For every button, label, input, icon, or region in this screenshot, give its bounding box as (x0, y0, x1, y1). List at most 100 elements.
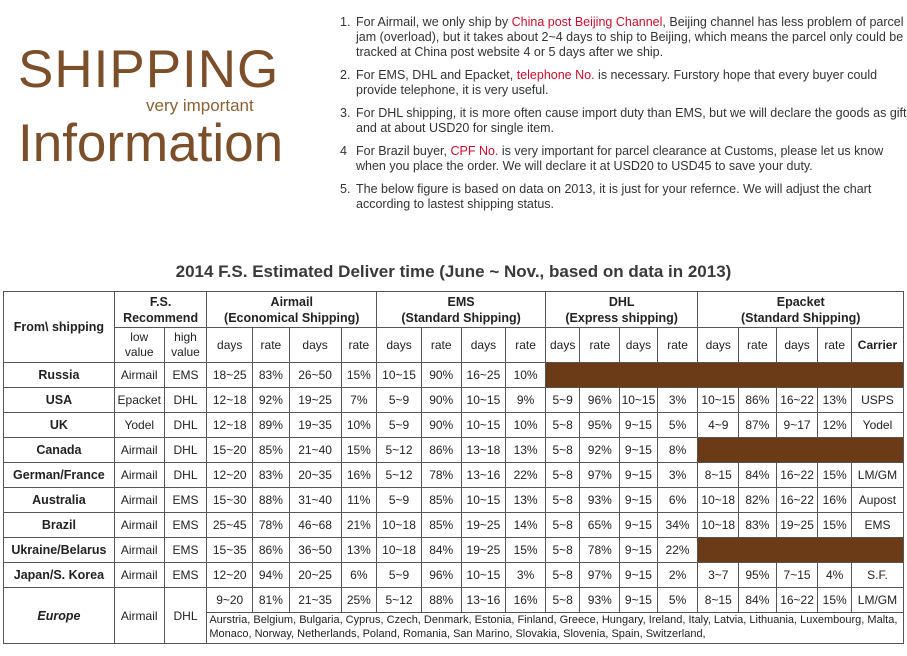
dhl-cell: 78% (579, 537, 621, 563)
country-cell: UK (3, 412, 115, 438)
epacket-cell: USPS (850, 387, 905, 413)
dhl-cell: 3% (656, 462, 699, 488)
ems-cell: 88% (420, 587, 462, 613)
dhl-cell: 97% (579, 562, 621, 588)
airmail-cell: 7% (340, 387, 378, 413)
delivery-time-table: From\ shipping F.S. Recommend Airmail (Eco… (3, 291, 905, 644)
ems-cell: 90% (420, 362, 462, 388)
airmail-cell: 88% (252, 487, 290, 513)
ems-cell: 14% (505, 512, 546, 538)
dhl-cell: 9~15 (619, 587, 658, 613)
epacket-cell: 3~7 (697, 562, 740, 588)
epacket-cell: 4~9 (697, 412, 740, 438)
dhl-cell: 10~15 (619, 387, 658, 413)
epacket-cell: 15% (817, 462, 852, 488)
header-low-value: low value (113, 327, 165, 363)
table-row: Japan/S. Korea Airmail EMS 12~20 94% 20~25 6% 5… (3, 562, 905, 588)
airmail-cell: 21% (340, 512, 378, 538)
ems-cell: 16% (505, 587, 546, 613)
table-row: UK Yodel DHL 12~18 89% 19~35 10% 5~9 90% 10~15 10%… (3, 412, 905, 438)
dhl-cell: 22% (656, 537, 699, 563)
airmail-cell: 15% (340, 362, 378, 388)
header-epacket-days: days (697, 327, 740, 363)
ems-cell: 96% (420, 562, 462, 588)
dhl-cell: 96% (579, 387, 621, 413)
ems-cell: 84% (420, 537, 462, 563)
country-cell: Europe (3, 587, 115, 644)
ems-cell: 5~9 (376, 487, 422, 513)
epacket-cell: 10~18 (697, 512, 740, 538)
epacket-cell: 10~15 (697, 387, 740, 413)
epacket-cell: 4% (817, 562, 852, 588)
header-epacket-rate: rate (738, 327, 777, 363)
table-row: Ukraine/Belarus Airmail EMS 15~35 86% 36~50 13… (3, 537, 904, 563)
dhl-cell: 5~8 (544, 562, 581, 588)
ems-cell: 85% (420, 512, 462, 538)
dhl-cell: 5~8 (544, 487, 581, 513)
header-ems-rate: rate (505, 327, 546, 363)
country-cell: Russia (3, 362, 115, 388)
low-value-cell: Airmail (113, 587, 165, 644)
dhl-cell: 95% (579, 412, 621, 438)
country-cell: Canada (3, 437, 115, 463)
ems-cell: 5~9 (376, 562, 422, 588)
header-dhl-rate: rate (579, 327, 621, 363)
dhl-cell: 5~8 (544, 587, 581, 613)
unavailable-block (697, 437, 904, 463)
country-cell: USA (3, 387, 115, 413)
low-value-cell: Airmail (113, 562, 165, 588)
ems-cell: 78% (420, 462, 462, 488)
airmail-cell: 46~68 (288, 512, 342, 538)
epacket-cell: 95% (738, 562, 777, 588)
airmail-cell: 12~18 (206, 412, 254, 438)
low-value-cell: Airmail (113, 537, 165, 563)
country-cell: Japan/S. Korea (3, 562, 115, 588)
low-value-cell: Airmail (113, 512, 165, 538)
table-row: Brazil Airmail EMS 25~45 78% 46~68 21% 10~18 85%… (3, 512, 905, 538)
header-epacket-rate: rate (817, 327, 852, 363)
europe-countries-list: Aurstria, Belgium, Bulgaria, Cyprus, Cze… (206, 612, 904, 644)
airmail-cell: 19~25 (288, 387, 342, 413)
shipping-note: 3. For DHL shipping, it is more often cau… (340, 106, 907, 135)
high-value-cell: DHL (163, 462, 208, 488)
airmail-cell: 15~20 (206, 437, 254, 463)
shipping-info-heading: SHIPPING very important Information (18, 40, 318, 174)
airmail-cell: 89% (252, 412, 290, 438)
epacket-cell: 7~15 (775, 562, 819, 588)
ems-cell: 90% (420, 387, 462, 413)
unavailable-block (544, 362, 905, 388)
epacket-cell: 16~22 (775, 462, 819, 488)
airmail-cell: 12~20 (206, 462, 254, 488)
header-airmail-days: days (288, 327, 342, 363)
dhl-cell: 34% (656, 512, 699, 538)
epacket-cell: S.F. (850, 562, 905, 588)
header-epacket-days: days (775, 327, 819, 363)
header-airmail-days: days (206, 327, 254, 363)
dhl-cell: 9~15 (619, 412, 658, 438)
airmail-cell: 92% (252, 387, 290, 413)
country-cell: Brazil (3, 512, 115, 538)
country-cell: Australia (3, 487, 115, 513)
ems-cell: 3% (505, 562, 546, 588)
airmail-cell: 78% (252, 512, 290, 538)
epacket-cell: 10~18 (697, 487, 740, 513)
ems-cell: 15% (505, 537, 546, 563)
ems-cell: 22% (505, 462, 546, 488)
ems-cell: 10~15 (460, 487, 507, 513)
ems-cell: 5~12 (376, 587, 422, 613)
airmail-cell: 15% (340, 437, 378, 463)
shipping-note: 4 For Brazil buyer, CPF No. is very impor… (340, 144, 884, 173)
epacket-cell: 16% (817, 487, 852, 513)
airmail-cell: 10% (340, 412, 378, 438)
epacket-cell: 13% (817, 387, 852, 413)
epacket-cell: 8~15 (697, 462, 740, 488)
ems-cell: 10~15 (460, 562, 507, 588)
dhl-cell: 5% (656, 412, 699, 438)
airmail-cell: 20~35 (288, 462, 342, 488)
epacket-cell: 19~25 (775, 512, 819, 538)
dhl-cell: 3% (656, 387, 699, 413)
header-dhl-days: days (619, 327, 658, 363)
heading-subtitle: very important (146, 96, 254, 115)
epacket-cell: 83% (738, 512, 777, 538)
airmail-cell: 18~25 (206, 362, 254, 388)
